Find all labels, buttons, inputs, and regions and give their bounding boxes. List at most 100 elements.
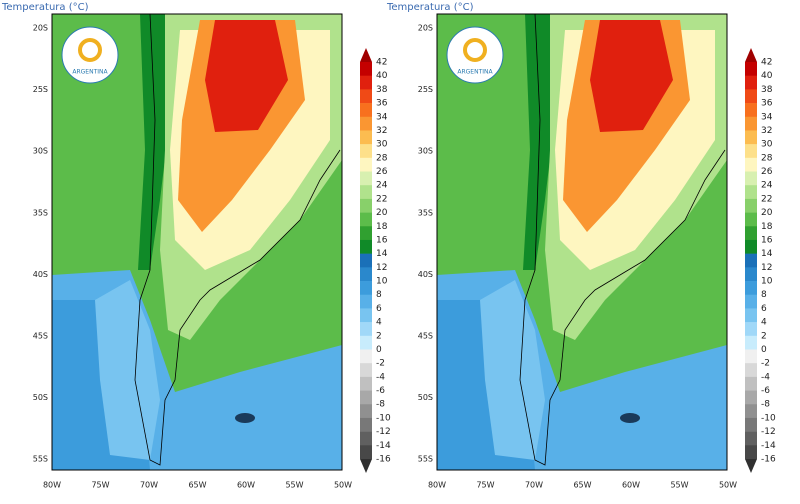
lon-label: 65W bbox=[188, 481, 206, 490]
colorbar-box bbox=[745, 171, 757, 186]
colorbar-box bbox=[745, 390, 757, 405]
colorbar-label: -8 bbox=[761, 400, 770, 410]
lat-label: 20S bbox=[418, 24, 433, 33]
colorbar-box bbox=[745, 157, 757, 172]
colorbar-box bbox=[360, 431, 372, 446]
colorbar-box bbox=[360, 130, 372, 145]
colorbar-label: 4 bbox=[761, 318, 767, 328]
patagonia bbox=[480, 280, 545, 460]
colorbar-label: -4 bbox=[376, 372, 385, 382]
logo-text: ARGENTINA bbox=[457, 69, 493, 76]
coastline bbox=[134, 13, 341, 466]
colorbar-label: 36 bbox=[761, 99, 773, 109]
lon-label: 70W bbox=[525, 481, 543, 490]
colorbar-box bbox=[745, 376, 757, 391]
lat-label: 50S bbox=[418, 393, 433, 402]
colorbar-label: 34 bbox=[376, 112, 388, 122]
lat-label: 35S bbox=[418, 208, 433, 217]
colorbar-label: 40 bbox=[376, 71, 388, 81]
colorbar-label: 24 bbox=[376, 181, 388, 191]
map-frame bbox=[51, 13, 343, 471]
colorbar-box bbox=[360, 281, 372, 296]
colorbar-box bbox=[360, 171, 372, 186]
colorbar-box bbox=[360, 103, 372, 118]
colorbar-box bbox=[745, 404, 757, 419]
colorbar-box bbox=[745, 445, 757, 460]
islands bbox=[235, 413, 255, 423]
colorbar-label: 16 bbox=[376, 235, 388, 245]
colorbar-label: 40 bbox=[761, 71, 773, 81]
lat-label: 25S bbox=[33, 85, 48, 94]
colorbar-label: 12 bbox=[761, 263, 772, 273]
colorbar-box bbox=[745, 75, 757, 90]
colorbar-label: -8 bbox=[376, 400, 385, 410]
colorbar-box bbox=[360, 335, 372, 350]
lon-label: 55W bbox=[285, 481, 303, 490]
logo-text: ARGENTINA bbox=[72, 69, 108, 76]
logo bbox=[61, 26, 119, 84]
lon-label: 60W bbox=[622, 481, 640, 490]
colorbar-label: 0 bbox=[376, 345, 382, 355]
lat-label: 30S bbox=[418, 147, 433, 156]
colorbar-box bbox=[360, 267, 372, 282]
andes-strip bbox=[138, 14, 172, 270]
map-panel: Temperatura (°C) ARGENTINA 20S 25S 30S 35S 40S… bbox=[386, 2, 776, 490]
lon-label: 55W bbox=[670, 481, 688, 490]
colorbar-box bbox=[360, 322, 372, 337]
lat-label: 30S bbox=[33, 147, 48, 156]
islands bbox=[620, 413, 640, 423]
lon-label: 80W bbox=[428, 481, 446, 490]
colorbar-box bbox=[360, 390, 372, 405]
colorbar-box bbox=[360, 144, 372, 159]
colorbar-box bbox=[360, 62, 372, 76]
colorbar-label: 2 bbox=[376, 331, 382, 341]
very-hot-land bbox=[590, 20, 673, 132]
colorbar-label: 6 bbox=[376, 304, 382, 314]
colorbar-label: 18 bbox=[761, 222, 773, 232]
colorbar-box bbox=[360, 308, 372, 323]
colorbar-box bbox=[360, 198, 372, 213]
colorbar-box bbox=[745, 322, 757, 337]
colorbar-label: 32 bbox=[761, 126, 772, 136]
colorbar-box bbox=[360, 185, 372, 200]
colorbar-label: 20 bbox=[376, 208, 388, 218]
lat-label: 45S bbox=[418, 332, 433, 341]
colorbar-label: 28 bbox=[761, 153, 773, 163]
lon-label: 50W bbox=[334, 481, 352, 490]
colorbar-label: 32 bbox=[376, 126, 387, 136]
lon-label: 60W bbox=[237, 481, 255, 490]
lat-label: 55S bbox=[418, 455, 433, 464]
colorbar-box bbox=[360, 363, 372, 378]
logo-mark bbox=[463, 38, 487, 62]
colorbar-box bbox=[745, 212, 757, 227]
colorbar-box bbox=[745, 335, 757, 350]
panel-title: Temperatura (°C) bbox=[1, 2, 89, 13]
colorbar-label: 12 bbox=[376, 263, 387, 273]
colorbar-label: 36 bbox=[376, 99, 388, 109]
colorbar-label: 38 bbox=[376, 85, 388, 95]
colorbar-label: 16 bbox=[761, 235, 773, 245]
colorbar-label: -12 bbox=[376, 427, 391, 437]
colorbar-box bbox=[745, 308, 757, 323]
colorbar-label: 30 bbox=[761, 140, 773, 150]
colorbar-label: -10 bbox=[761, 413, 776, 423]
colorbar-box bbox=[745, 363, 757, 378]
lat-label: 25S bbox=[418, 85, 433, 94]
colorbar-box bbox=[745, 62, 757, 76]
colorbar-top-arrow bbox=[360, 48, 372, 62]
colorbar-label: 10 bbox=[761, 277, 773, 287]
colorbar-box bbox=[745, 89, 757, 104]
colorbar-box bbox=[360, 445, 372, 460]
colorbar-box bbox=[745, 103, 757, 118]
colorbar-label: 4 bbox=[376, 318, 382, 328]
lat-label: 35S bbox=[33, 208, 48, 217]
colorbar-box bbox=[745, 144, 757, 159]
colorbar-label: 22 bbox=[376, 194, 387, 204]
colorbar-label: 22 bbox=[761, 194, 772, 204]
colorbar-box bbox=[360, 226, 372, 241]
colorbar-label: 26 bbox=[761, 167, 773, 177]
colorbar-box bbox=[360, 157, 372, 172]
map-frame bbox=[436, 13, 728, 471]
map-panel: Temperatura (°C) ARGENTINA 20S 25S 30S 35S 40S… bbox=[1, 2, 391, 490]
